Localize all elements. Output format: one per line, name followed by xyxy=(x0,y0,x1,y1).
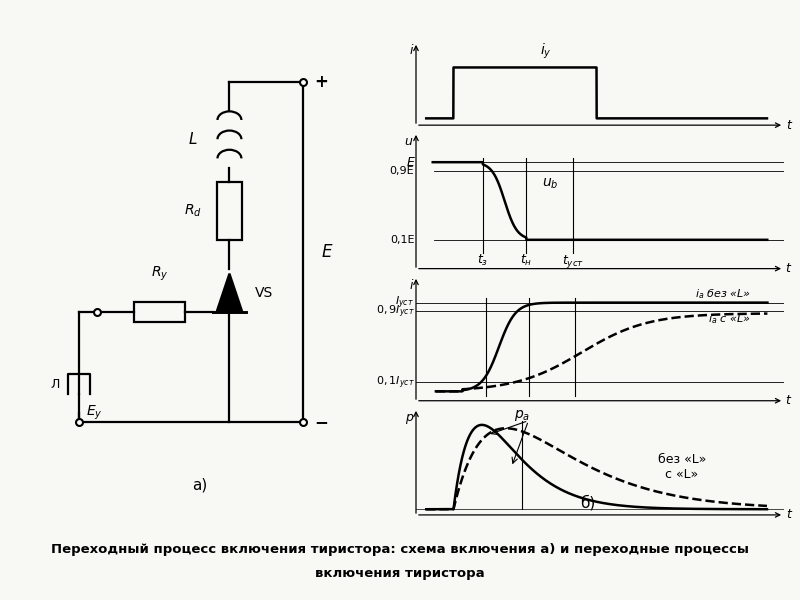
Text: $t_{уст}$: $t_{уст}$ xyxy=(562,253,584,270)
Text: включения тиристора: включения тиристора xyxy=(315,566,485,580)
Text: u: u xyxy=(405,136,413,148)
Text: E: E xyxy=(406,155,414,169)
Text: $i_y$: $i_y$ xyxy=(540,42,551,61)
Text: 0,9E: 0,9E xyxy=(390,166,414,176)
Text: б): б) xyxy=(580,494,596,510)
Text: VS: VS xyxy=(255,286,274,300)
Text: i: i xyxy=(409,44,413,57)
Text: t: t xyxy=(786,119,790,131)
Text: с «L»: с «L» xyxy=(665,468,698,481)
Text: E: E xyxy=(322,243,332,261)
Text: t: t xyxy=(786,394,790,407)
Text: −: − xyxy=(314,413,328,431)
Bar xyxy=(134,302,186,322)
Text: L: L xyxy=(188,131,197,146)
Text: $0,1I_{уст}$: $0,1I_{уст}$ xyxy=(376,374,414,391)
Text: 0,1E: 0,1E xyxy=(390,235,414,245)
Text: +: + xyxy=(314,73,328,91)
Text: Переходный процесс включения тиристора: схема включения а) и переходные процессы: Переходный процесс включения тиристора: … xyxy=(51,542,749,556)
Polygon shape xyxy=(217,274,242,312)
Text: Л: Л xyxy=(50,377,60,391)
Text: $E_y$: $E_y$ xyxy=(86,404,102,422)
Text: $I_{уст}$: $I_{уст}$ xyxy=(395,295,414,311)
Text: $t_з$: $t_з$ xyxy=(478,253,489,268)
Text: i: i xyxy=(409,280,413,292)
Text: без «L»: без «L» xyxy=(658,453,706,466)
Text: $i_а$ без «L»: $i_а$ без «L» xyxy=(694,287,751,301)
Bar xyxy=(217,182,242,240)
Text: $p_а$: $p_а$ xyxy=(514,408,530,423)
Text: $t_н$: $t_н$ xyxy=(520,253,533,268)
Text: t: t xyxy=(786,262,790,275)
Text: p: p xyxy=(405,411,413,424)
Text: а): а) xyxy=(192,478,208,492)
Text: $u_b$: $u_b$ xyxy=(542,176,558,191)
Text: $R_y$: $R_y$ xyxy=(150,265,168,283)
Text: $i_а$ с «L»: $i_а$ с «L» xyxy=(708,312,751,326)
Text: $0,9I_{уст}$: $0,9I_{уст}$ xyxy=(376,303,414,320)
Text: t: t xyxy=(786,508,790,521)
Text: $R_d$: $R_d$ xyxy=(184,203,202,220)
